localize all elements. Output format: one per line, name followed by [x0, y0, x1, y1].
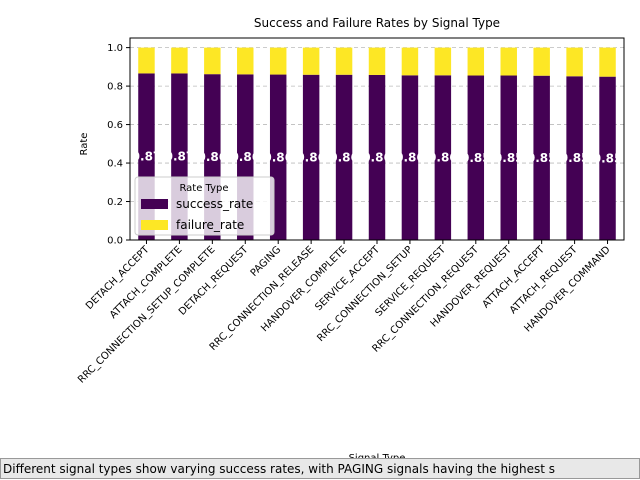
chart-title: Success and Failure Rates by Signal Type: [254, 16, 500, 30]
data-label: 0.86: [198, 150, 228, 164]
data-label: 0.85: [560, 151, 590, 165]
bar-segment: [335, 74, 353, 241]
y-tick-label: 0.8: [107, 82, 123, 93]
caption: Different signal types show varying succ…: [0, 458, 640, 479]
bar-segment: [302, 74, 320, 241]
bar-segment: [368, 74, 386, 241]
bar-segment: [302, 47, 320, 75]
bar-segment: [500, 75, 517, 240]
bar-segment: [500, 47, 517, 76]
x-tick-label: ATTACH_ACCEPT: [481, 244, 548, 311]
y-axis-label: Rate: [79, 133, 90, 156]
bar-segment: [335, 47, 353, 75]
chart: Success and Failure Rates by Signal Type…: [76, 16, 625, 464]
bar-segment: [467, 47, 485, 76]
bar-segment: [599, 47, 616, 77]
legend-swatch: [141, 199, 168, 209]
data-label: 0.86: [329, 150, 359, 164]
data-label: 0.85: [494, 151, 524, 165]
plot-frame: [129, 37, 625, 241]
data-label: 0.85: [461, 151, 491, 165]
bar-segment: [401, 47, 419, 76]
bar-segment: [467, 75, 485, 240]
bar-segment: [171, 47, 188, 74]
data-label: 0.85: [527, 151, 557, 165]
data-label: 0.86: [296, 150, 326, 164]
bar-segment: [401, 75, 419, 241]
bar-segment: [533, 47, 550, 76]
legend-swatch: [141, 220, 168, 230]
data-label: 0.86: [362, 150, 392, 164]
data-label: 0.85: [593, 151, 623, 165]
data-label: 0.87: [132, 150, 162, 164]
y-tick-label: 0.0: [107, 236, 123, 247]
data-label: 0.86: [230, 150, 260, 164]
bar-segment: [434, 47, 452, 76]
legend-title: Rate Type: [179, 183, 228, 194]
bar-segment: [138, 47, 155, 74]
y-tick-label: 0.2: [107, 197, 123, 208]
data-label: 0.86: [395, 151, 425, 165]
y-tick-label: 0.4: [107, 159, 123, 170]
legend: Rate Type success_rate failure_rate: [134, 176, 275, 236]
data-label: 0.86: [263, 150, 293, 164]
legend-label: success_rate: [176, 197, 253, 211]
y-tick-label: 1.0: [107, 43, 123, 54]
x-tick-label: RRC_CONNECTION_SETUP_COMPLETE: [76, 244, 217, 385]
bar-segment: [599, 76, 616, 240]
legend-box: [134, 176, 275, 236]
bar-segment: [434, 75, 452, 241]
bar-segment: [269, 47, 287, 75]
bar-segment: [237, 47, 254, 75]
bar-segment: [566, 47, 583, 77]
bar-segment: [204, 47, 221, 75]
y-tick-label: 0.6: [107, 120, 123, 131]
bar-segment: [368, 47, 386, 75]
bar-segment: [566, 76, 583, 240]
data-label: 0.87: [165, 150, 195, 164]
bar-segment: [533, 75, 550, 240]
data-label: 0.86: [428, 151, 458, 165]
legend-label: failure_rate: [176, 218, 244, 232]
